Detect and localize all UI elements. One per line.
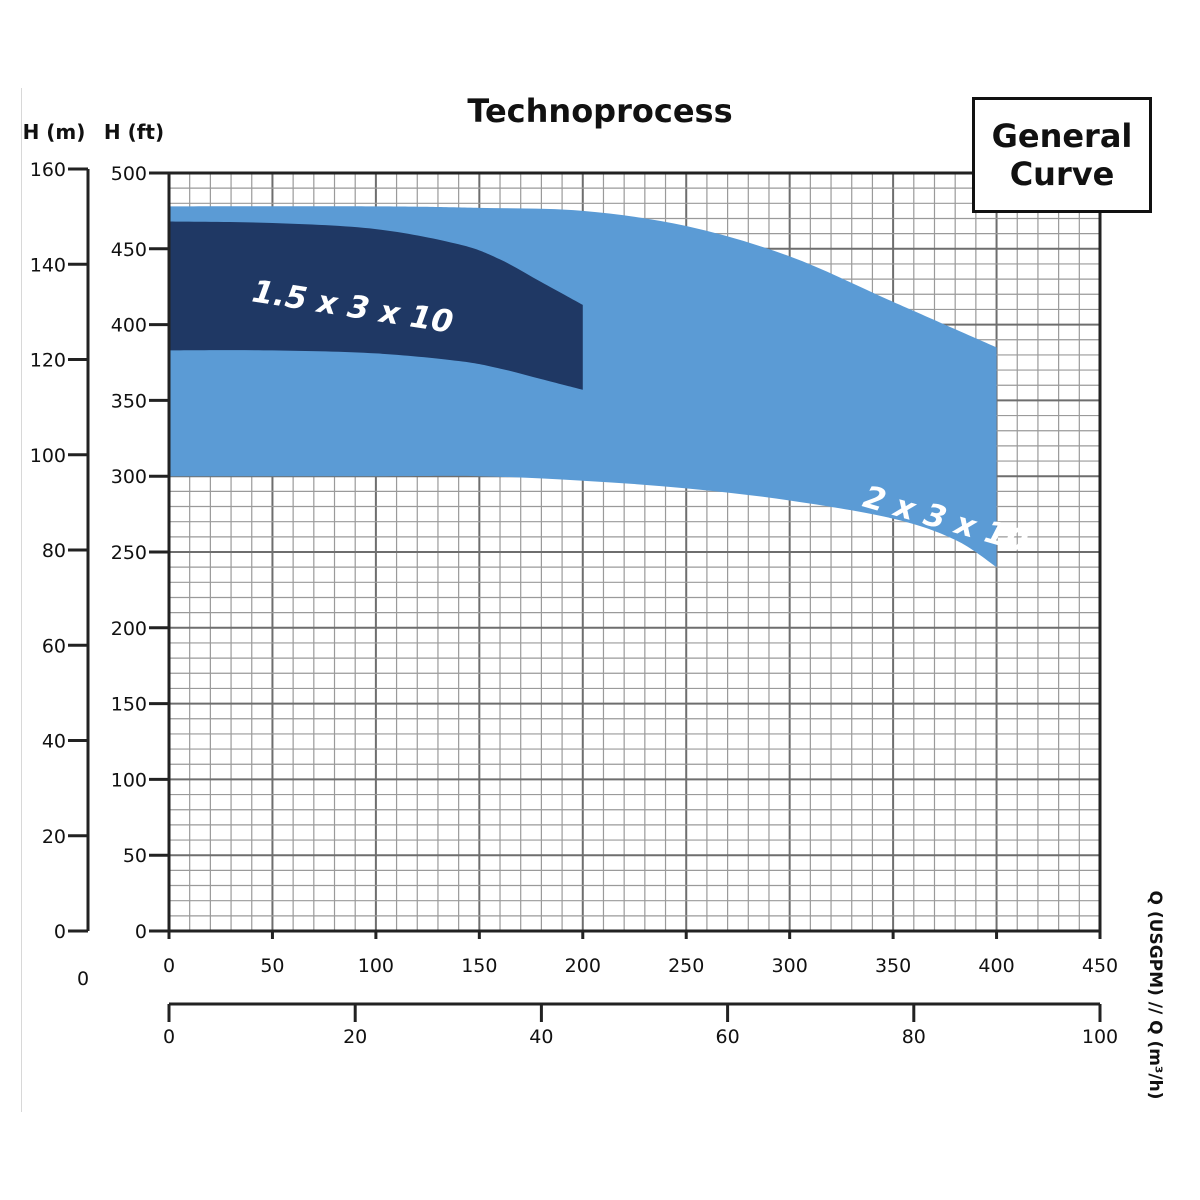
left-border-rule — [21, 88, 22, 1112]
y-meters-tick-label: 60 — [42, 635, 66, 657]
x-usgpm-tick-label: 50 — [260, 955, 284, 977]
x-m3h-tick-label: 0 — [163, 1026, 175, 1048]
y-feet-tick-label: 150 — [111, 694, 147, 716]
x-m3h-tick-label: 80 — [902, 1026, 926, 1048]
axes: 0204060801001201401600501001502002503003… — [30, 159, 1118, 1048]
stray-zero-label: 0 — [77, 968, 89, 990]
x-usgpm-tick-label: 250 — [668, 955, 704, 977]
x-axis-label: Q (USGPM) // Q (m³/h) — [1145, 891, 1165, 1100]
y-feet-tick-label: 100 — [111, 769, 147, 791]
y-meters-tick-label: 160 — [30, 159, 66, 181]
y-feet-tick-label: 400 — [111, 315, 147, 337]
x-usgpm-tick-label: 400 — [978, 955, 1014, 977]
band-small — [169, 221, 583, 390]
x-m3h-tick-label: 20 — [343, 1026, 367, 1048]
y-feet-tick-label: 300 — [111, 466, 147, 488]
y-feet-tick-label: 350 — [111, 390, 147, 412]
y-meters-tick-label: 40 — [42, 731, 66, 753]
y-feet-tick-label: 500 — [111, 163, 147, 185]
x-usgpm-tick-label: 200 — [565, 955, 601, 977]
x-m3h-tick-label: 100 — [1082, 1026, 1118, 1048]
y-meters-tick-label: 120 — [30, 350, 66, 372]
y-axis-feet-label: H (ft) — [104, 120, 164, 144]
y-meters-tick-label: 0 — [54, 921, 66, 943]
y-feet-tick-label: 250 — [111, 542, 147, 564]
chart-title: Technoprocess — [467, 92, 732, 130]
general-curve-badge: General Curve — [972, 97, 1152, 213]
y-feet-tick-label: 200 — [111, 618, 147, 640]
x-usgpm-tick-label: 450 — [1082, 955, 1118, 977]
y-meters-tick-label: 100 — [30, 445, 66, 467]
curve-bands: 1.5 x 3 x 102 x 3 x 10 — [169, 206, 1032, 568]
x-m3h-tick-label: 60 — [716, 1026, 740, 1048]
x-m3h-tick-label: 40 — [529, 1026, 553, 1048]
y-meters-tick-label: 20 — [42, 826, 66, 848]
y-feet-tick-label: 50 — [123, 845, 147, 867]
y-meters-tick-label: 80 — [42, 540, 66, 562]
y-feet-tick-label: 0 — [135, 921, 147, 943]
x-usgpm-tick-label: 150 — [461, 955, 497, 977]
x-usgpm-tick-label: 0 — [163, 955, 175, 977]
y-meters-tick-label: 140 — [30, 254, 66, 276]
x-usgpm-tick-label: 350 — [875, 955, 911, 977]
y-axis-meters-label: H (m) — [23, 120, 86, 144]
y-feet-tick-label: 450 — [111, 239, 147, 261]
x-usgpm-tick-label: 300 — [772, 955, 808, 977]
x-usgpm-tick-label: 100 — [358, 955, 394, 977]
badge-text: General Curve — [991, 117, 1133, 193]
